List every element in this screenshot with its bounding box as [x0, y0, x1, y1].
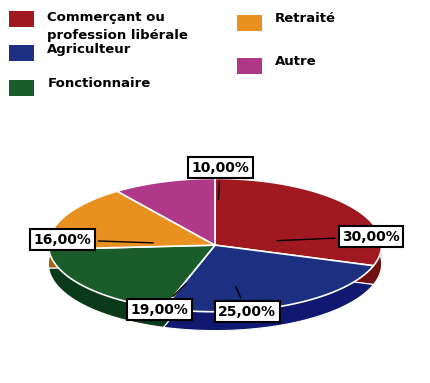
Text: Fonctionnaire: Fonctionnaire [47, 77, 150, 90]
FancyBboxPatch shape [9, 11, 34, 27]
FancyBboxPatch shape [237, 15, 262, 31]
Polygon shape [117, 178, 215, 245]
Polygon shape [374, 246, 381, 285]
Text: Agriculteur: Agriculteur [47, 43, 132, 56]
Text: Commerçant ou: Commerçant ou [47, 11, 165, 24]
Text: 19,00%: 19,00% [130, 283, 188, 317]
Polygon shape [163, 266, 374, 331]
Text: 25,00%: 25,00% [218, 286, 276, 319]
Polygon shape [49, 191, 215, 249]
Text: Retraité: Retraité [275, 12, 336, 25]
Text: 16,00%: 16,00% [34, 233, 153, 247]
FancyBboxPatch shape [9, 80, 34, 96]
Polygon shape [49, 210, 215, 268]
Text: profession libérale: profession libérale [47, 29, 188, 43]
Text: 10,00%: 10,00% [191, 161, 249, 199]
Polygon shape [49, 249, 163, 327]
FancyBboxPatch shape [237, 57, 262, 74]
Text: Autre: Autre [275, 55, 317, 68]
Polygon shape [163, 264, 374, 331]
Text: 30,00%: 30,00% [277, 229, 400, 244]
Polygon shape [49, 264, 215, 327]
Polygon shape [163, 245, 374, 312]
Polygon shape [49, 245, 215, 309]
Polygon shape [215, 178, 381, 266]
Polygon shape [215, 197, 381, 285]
Polygon shape [117, 197, 215, 264]
FancyBboxPatch shape [9, 45, 34, 61]
